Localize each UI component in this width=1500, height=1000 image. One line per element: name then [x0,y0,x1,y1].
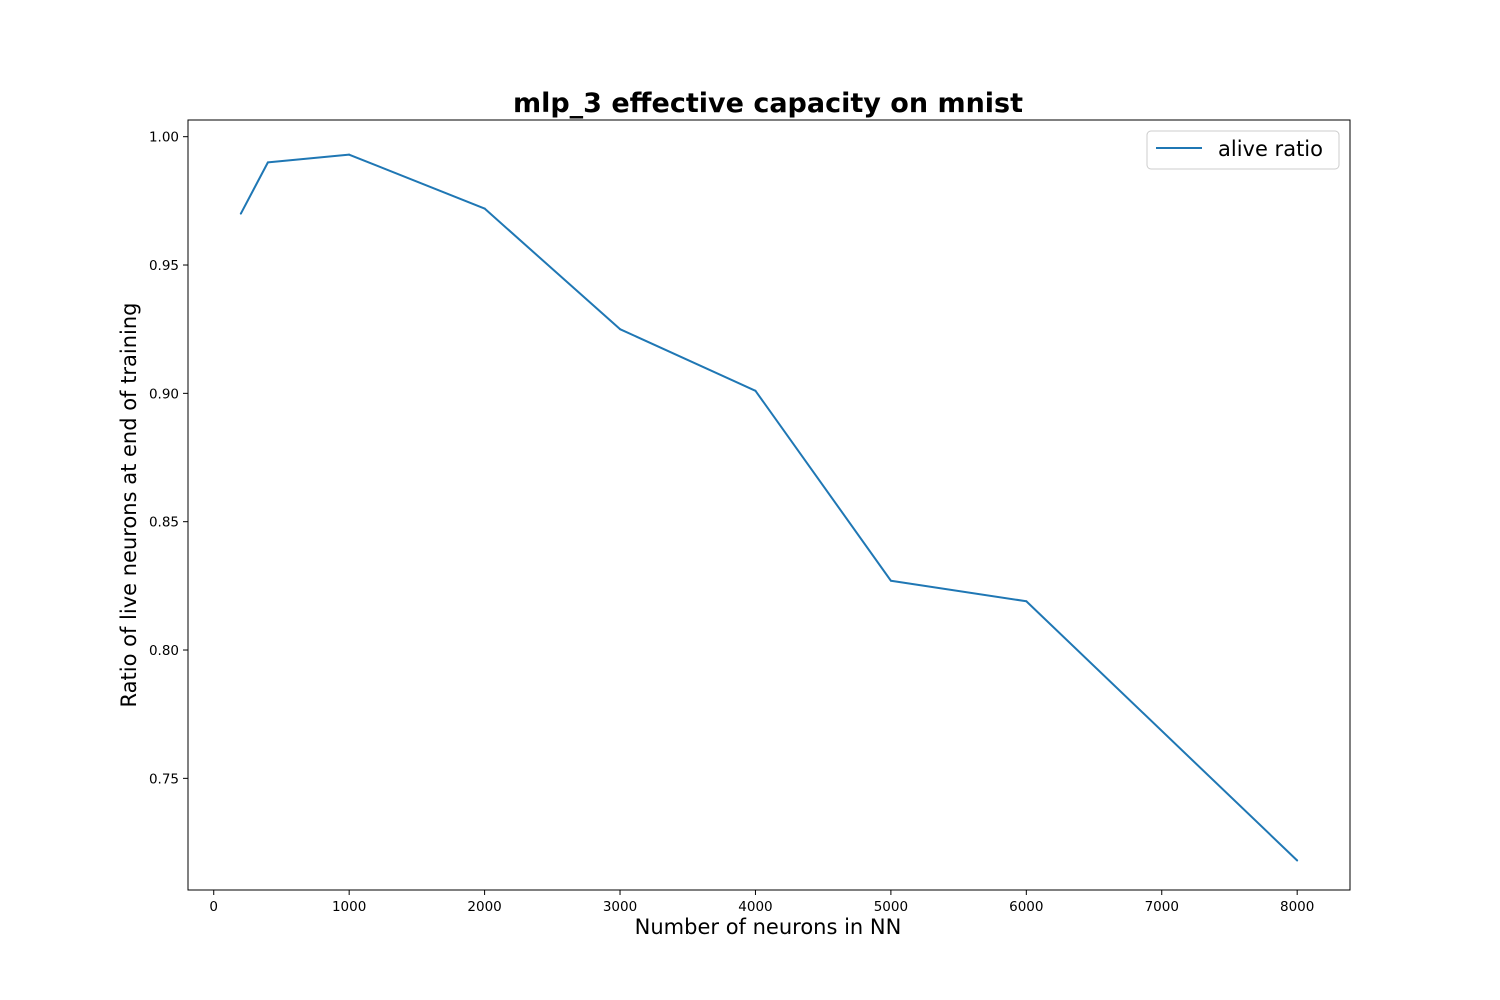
y-axis-label: Ratio of live neurons at end of training [117,303,141,708]
data-point [1025,600,1028,603]
y-tick-label: 1.00 [149,130,179,146]
legend-box [1146,130,1340,170]
y-tick-label: 0.95 [149,258,179,274]
x-tick-label: 4000 [738,899,772,915]
x-tick-label: 6000 [1009,899,1043,915]
legend: alive ratio [1146,130,1340,170]
series-layer [239,153,1299,862]
chart-title: mlp_3 effective capacity on mnist [513,88,1023,119]
data-point [239,212,242,215]
plot-area: 0 1000 2000 3000 4000 5000 6000 7000 8000 0.750.… [149,119,1351,915]
data-point [889,579,892,582]
data-point [754,389,757,392]
x-axis-ticks: 0 1000 2000 3000 4000 5000 6000 7000 8000 [209,890,1314,915]
x-axis-label: Number of neurons in NN [635,915,902,939]
data-point [483,207,486,210]
y-tick-label: 0.90 [149,386,179,402]
x-tick-label: 5000 [874,899,908,915]
x-tick-label: 0 [209,899,218,915]
x-tick-label: 2000 [467,899,501,915]
x-tick-label: 7000 [1145,899,1179,915]
x-tick-label: 3000 [603,899,637,915]
data-point [348,153,351,156]
y-tick-label: 0.85 [149,515,179,531]
plot-frame [187,119,1351,891]
x-tick-label: 8000 [1280,899,1314,915]
data-point [1296,859,1299,862]
data-point [619,328,622,331]
y-axis-ticks: 0.75 0.80 0.85 0.90 0.95 1.00 [149,130,188,787]
y-tick-label: 0.75 [149,771,179,787]
legend-label: alive ratio [1218,137,1323,161]
x-tick-label: 1000 [332,899,366,915]
y-tick-label: 0.80 [149,643,179,659]
data-point [266,161,269,164]
